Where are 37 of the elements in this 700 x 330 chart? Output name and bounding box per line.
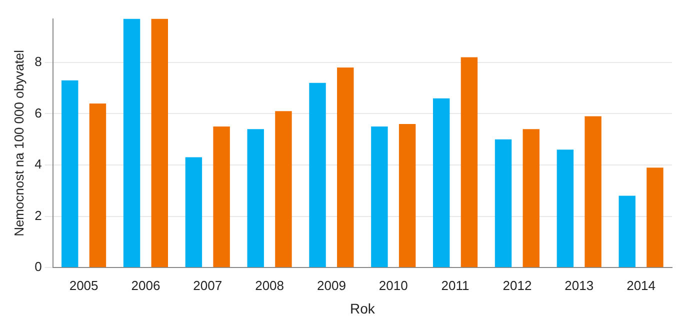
y-tick-label: 2 <box>34 208 42 223</box>
bar <box>494 139 512 268</box>
x-tick-label: 2012 <box>502 278 532 293</box>
y-axis-title: Nemocnost na 100 000 obyvatel <box>11 50 26 236</box>
x-tick-label: 2013 <box>564 278 594 293</box>
bar <box>123 18 140 268</box>
y-tick-label: 0 <box>34 259 42 274</box>
bar <box>433 98 450 268</box>
bar <box>646 168 664 268</box>
bar <box>522 129 540 268</box>
bar <box>618 196 636 268</box>
bar <box>371 126 388 268</box>
bar <box>275 111 292 268</box>
x-tick-label: 2006 <box>131 278 160 293</box>
x-axis-title: Rok <box>350 300 376 316</box>
bar <box>309 82 326 268</box>
bar <box>213 126 230 268</box>
x-tick-label: 2011 <box>441 278 470 293</box>
x-tick-label: 2014 <box>626 278 656 293</box>
y-tick-label: 4 <box>34 156 42 172</box>
x-tick-label: 2009 <box>316 278 346 293</box>
y-tick-label: 8 <box>34 54 42 69</box>
bar <box>584 116 602 268</box>
bar <box>398 124 416 268</box>
bar <box>460 57 478 268</box>
bar <box>556 150 574 268</box>
bar <box>185 157 202 268</box>
bar <box>62 80 78 268</box>
bar <box>247 129 264 268</box>
x-tick-label: 2005 <box>69 278 98 293</box>
x-tick-label: 2010 <box>378 278 408 293</box>
bar <box>89 103 106 268</box>
bar <box>151 18 168 268</box>
bar <box>337 68 354 268</box>
x-tick-label: 2007 <box>193 278 222 293</box>
x-tick-label: 2008 <box>255 278 284 293</box>
y-tick-label: 6 <box>34 105 42 120</box>
